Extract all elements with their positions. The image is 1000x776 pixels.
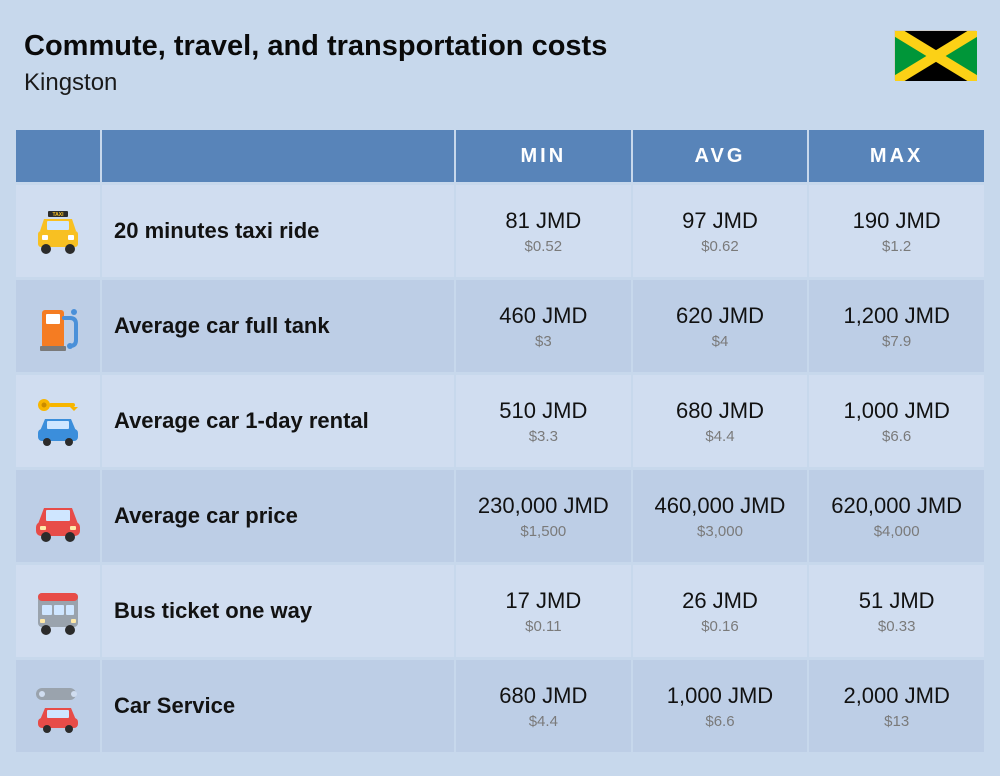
secondary-value: $3 xyxy=(456,333,631,350)
primary-value: 680 JMD xyxy=(633,397,808,425)
page-subtitle: Kingston xyxy=(24,69,607,97)
table-row: Average car full tank460 JMD $3620 JMD $41… xyxy=(16,280,984,372)
cell-max: 2,000 JMD $13 xyxy=(809,660,984,752)
taxi-icon: TAXI xyxy=(16,185,100,277)
secondary-value: $1,500 xyxy=(456,523,631,540)
header-label-col xyxy=(102,130,454,182)
secondary-value: $7.9 xyxy=(809,333,984,350)
secondary-value: $0.62 xyxy=(633,238,808,255)
table-row: Car Service680 JMD $4.41,000 JMD $6.62,000… xyxy=(16,660,984,752)
secondary-value: $0.16 xyxy=(633,618,808,635)
cell-min: 460 JMD $3 xyxy=(456,280,631,372)
primary-value: 460 JMD xyxy=(456,302,631,330)
rental-icon xyxy=(16,375,100,467)
secondary-value: $3,000 xyxy=(633,523,808,540)
header-max: MAX xyxy=(809,130,984,182)
primary-value: 190 JMD xyxy=(809,207,984,235)
cell-avg: 680 JMD $4.4 xyxy=(633,375,808,467)
cell-min: 510 JMD $3.3 xyxy=(456,375,631,467)
secondary-value: $3.3 xyxy=(456,428,631,445)
page-title: Commute, travel, and transportation cost… xyxy=(24,30,607,63)
header-icon-col xyxy=(16,130,100,182)
secondary-value: $0.11 xyxy=(456,618,631,635)
cell-min: 81 JMD $0.52 xyxy=(456,185,631,277)
table-row: Bus ticket one way17 JMD $0.1126 JMD $0.16… xyxy=(16,565,984,657)
header-avg: AVG xyxy=(633,130,808,182)
car-icon xyxy=(16,470,100,562)
cell-max: 620,000 JMD $4,000 xyxy=(809,470,984,562)
cell-max: 190 JMD $1.2 xyxy=(809,185,984,277)
secondary-value: $6.6 xyxy=(633,713,808,730)
cell-max: 51 JMD $0.33 xyxy=(809,565,984,657)
secondary-value: $0.52 xyxy=(456,238,631,255)
row-label: Average car 1-day rental xyxy=(102,375,454,467)
primary-value: 81 JMD xyxy=(456,207,631,235)
row-label: 20 minutes taxi ride xyxy=(102,185,454,277)
cell-max: 1,200 JMD $7.9 xyxy=(809,280,984,372)
primary-value: 1,000 JMD xyxy=(809,397,984,425)
primary-value: 680 JMD xyxy=(456,682,631,710)
secondary-value: $4.4 xyxy=(633,428,808,445)
row-label: Average car full tank xyxy=(102,280,454,372)
primary-value: 620,000 JMD xyxy=(809,492,984,520)
primary-value: 1,000 JMD xyxy=(633,682,808,710)
svg-text:TAXI: TAXI xyxy=(52,212,64,218)
primary-value: 460,000 JMD xyxy=(633,492,808,520)
fuel-icon xyxy=(16,280,100,372)
primary-value: 17 JMD xyxy=(456,587,631,615)
bus-icon xyxy=(16,565,100,657)
primary-value: 2,000 JMD xyxy=(809,682,984,710)
primary-value: 1,200 JMD xyxy=(809,302,984,330)
primary-value: 51 JMD xyxy=(809,587,984,615)
costs-table: MIN AVG MAX TAXI 20 minutes taxi ride81 … xyxy=(14,127,986,755)
secondary-value: $6.6 xyxy=(809,428,984,445)
secondary-value: $1.2 xyxy=(809,238,984,255)
primary-value: 620 JMD xyxy=(633,302,808,330)
secondary-value: $4 xyxy=(633,333,808,350)
page-header: Commute, travel, and transportation cost… xyxy=(14,30,986,127)
table-header-row: MIN AVG MAX xyxy=(16,130,984,182)
row-label: Average car price xyxy=(102,470,454,562)
cell-min: 230,000 JMD $1,500 xyxy=(456,470,631,562)
secondary-value: $4,000 xyxy=(809,523,984,540)
row-label: Car Service xyxy=(102,660,454,752)
primary-value: 230,000 JMD xyxy=(456,492,631,520)
header-text: Commute, travel, and transportation cost… xyxy=(24,30,607,97)
row-label: Bus ticket one way xyxy=(102,565,454,657)
cell-avg: 97 JMD $0.62 xyxy=(633,185,808,277)
secondary-value: $0.33 xyxy=(809,618,984,635)
table-row: TAXI 20 minutes taxi ride81 JMD $0.5297 J… xyxy=(16,185,984,277)
secondary-value: $13 xyxy=(809,713,984,730)
cell-min: 17 JMD $0.11 xyxy=(456,565,631,657)
table-row: Average car 1-day rental510 JMD $3.3680 J… xyxy=(16,375,984,467)
header-min: MIN xyxy=(456,130,631,182)
primary-value: 97 JMD xyxy=(633,207,808,235)
primary-value: 510 JMD xyxy=(456,397,631,425)
cell-avg: 460,000 JMD $3,000 xyxy=(633,470,808,562)
secondary-value: $4.4 xyxy=(456,713,631,730)
service-icon xyxy=(16,660,100,752)
primary-value: 26 JMD xyxy=(633,587,808,615)
cell-avg: 26 JMD $0.16 xyxy=(633,565,808,657)
table-row: Average car price230,000 JMD $1,500460,00… xyxy=(16,470,984,562)
cell-min: 680 JMD $4.4 xyxy=(456,660,631,752)
cell-max: 1,000 JMD $6.6 xyxy=(809,375,984,467)
cell-avg: 1,000 JMD $6.6 xyxy=(633,660,808,752)
cell-avg: 620 JMD $4 xyxy=(633,280,808,372)
jamaica-flag-icon xyxy=(894,30,976,80)
